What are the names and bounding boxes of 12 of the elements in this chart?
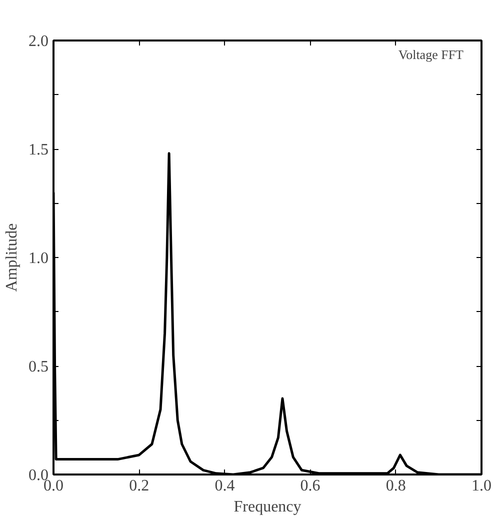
y-tick-label: 2.0 (28, 33, 48, 50)
x-tick-label: 1.0 (472, 478, 492, 494)
y-tick-label: 1.0 (28, 250, 48, 267)
y-axis-title: Amplitude (4, 223, 20, 292)
x-tick-label: 0.8 (386, 478, 406, 494)
x-tick-label: 0.4 (214, 478, 235, 494)
y-tick-label: 1.5 (28, 142, 48, 158)
x-tick-label: 0.2 (129, 478, 150, 494)
annotation: Voltage FFT (398, 47, 464, 62)
x-tick-label: 0.6 (300, 478, 320, 494)
y-tick-label: 0.5 (28, 358, 48, 376)
x-axis-title: Frequency (234, 498, 302, 516)
